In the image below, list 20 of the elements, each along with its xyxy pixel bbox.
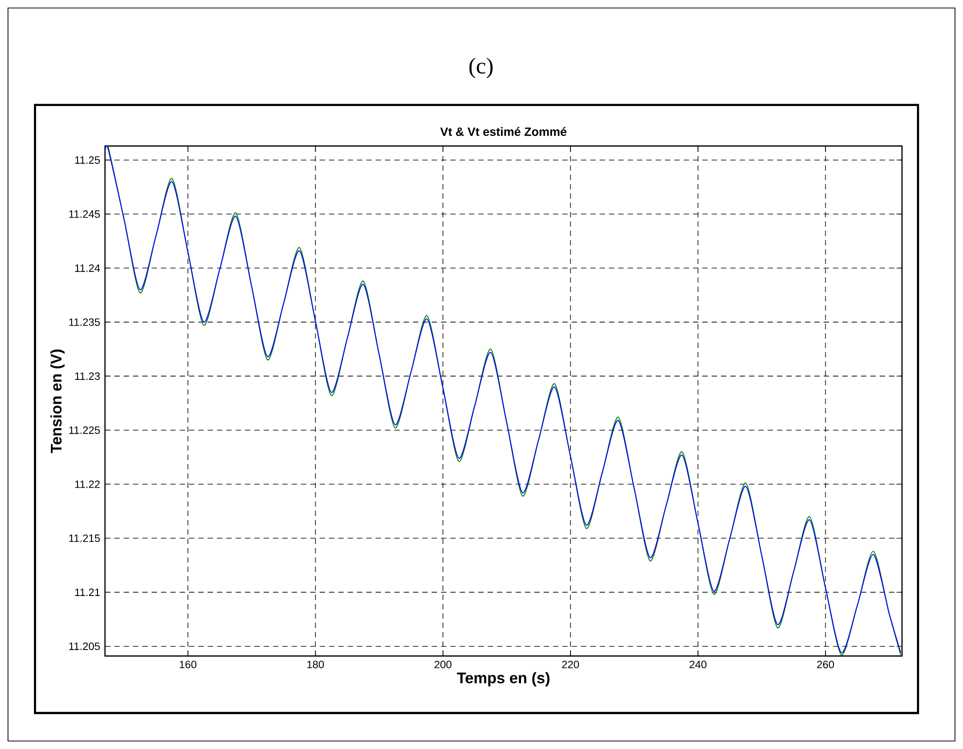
y-tick-label: 11.24 (75, 264, 100, 272)
y-tick-label: 11.21 (75, 588, 100, 596)
x-axis-title: Temps en (s) (456, 672, 550, 686)
y-tick-label: 11.235 (69, 318, 100, 326)
x-tick-label: 260 (817, 660, 834, 668)
y-tick-label: 11.225 (69, 426, 100, 434)
y-tick-label: 11.22 (75, 480, 100, 488)
x-tick-label: 240 (690, 660, 706, 668)
y-tick-label: 11.205 (69, 642, 100, 650)
y-tick-label: 11.245 (69, 210, 100, 218)
x-tick-label: 160 (180, 660, 196, 668)
x-tick-label: 180 (307, 660, 324, 668)
y-tick-label: 11.215 (69, 534, 100, 542)
x-tick-label: 200 (434, 660, 452, 668)
y-axis-title: Tension en (V) (50, 350, 65, 454)
chart-title: Vt & Vt estimé Zommé (440, 127, 566, 136)
x-tick-label: 220 (562, 660, 579, 668)
y-tick-label: 11.23 (75, 372, 100, 380)
y-tick-label: 11.25 (75, 156, 100, 164)
text: (c) (469, 58, 493, 78)
